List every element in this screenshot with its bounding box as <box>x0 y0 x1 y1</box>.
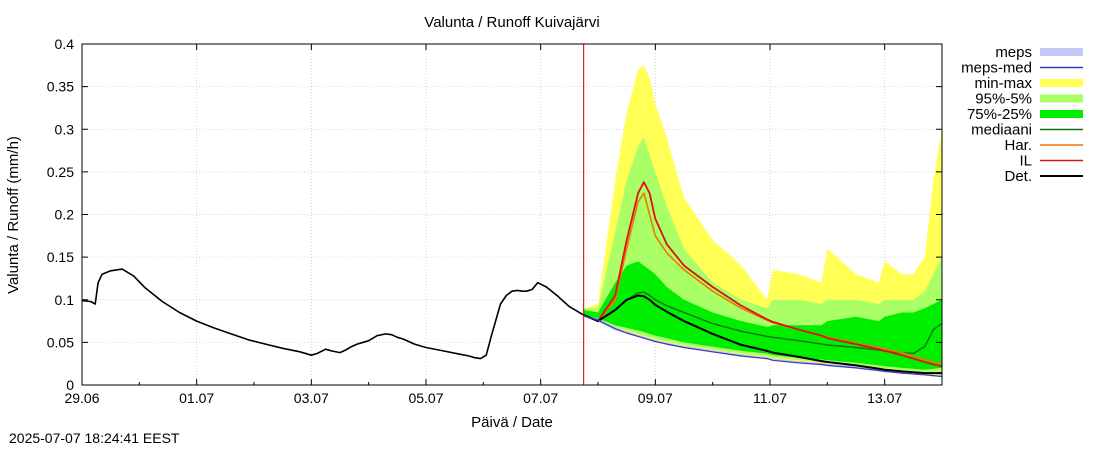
legend-label-har: Har. <box>1004 137 1032 154</box>
x-tick-label-1: 01.07 <box>179 390 214 406</box>
line-meps_med <box>583 315 943 378</box>
y-tick-label-7: 0.35 <box>47 79 74 95</box>
x-tick-label-2: 03.07 <box>294 390 329 406</box>
x-tick-label-4: 07.07 <box>523 390 558 406</box>
y-tick-label-4: 0.2 <box>55 207 75 223</box>
legend-swatch-p75_25 <box>1040 110 1083 118</box>
legend-swatch-meps <box>1040 48 1083 56</box>
y-tick-label-3: 0.15 <box>47 249 74 265</box>
y-tick-label-2: 0.1 <box>55 292 75 308</box>
chart-title: Valunta / Runoff Kuivajärvi <box>424 14 599 31</box>
y-tick-label-6: 0.3 <box>55 121 75 137</box>
legend-label-min_max: min-max <box>974 75 1032 92</box>
legend-label-p95_5: 95%-5% <box>975 91 1032 108</box>
legend-label-il: IL <box>1019 153 1032 170</box>
y-tick-label-0: 0 <box>66 377 74 393</box>
line-il <box>583 181 943 368</box>
line-det <box>583 294 942 375</box>
y-tick-label-1: 0.05 <box>47 334 74 350</box>
y-tick-label-5: 0.25 <box>47 164 74 180</box>
x-tick-label-0: 29.06 <box>64 390 99 406</box>
grid <box>82 44 942 385</box>
axes: 0 0.05 0.1 0.15 0.2 0.25 0.3 0.35 0.4 29.06 01.07 0… <box>47 36 943 406</box>
legend-swatch-min_max <box>1040 79 1083 87</box>
timestamp: 2025-07-07 18:24:41 EEST <box>9 430 180 446</box>
legend-label-p75_25: 75%-25% <box>967 106 1032 123</box>
legend-label-mediaani: mediaani <box>971 122 1032 139</box>
series-layer <box>81 44 943 385</box>
x-axis-label: Päivä / Date <box>471 414 553 431</box>
y-tick-label-8: 0.4 <box>55 36 75 52</box>
legend-label-det: Det. <box>1004 168 1032 185</box>
line-observed <box>81 268 585 360</box>
legend: mepsmeps-medmin-max95%-5%75%-25%mediaani… <box>961 44 1083 185</box>
legend-label-meps: meps <box>995 44 1032 61</box>
x-tick-label-6: 11.07 <box>753 390 787 406</box>
y-axis-label: Valunta / Runoff (mm/h) <box>5 136 22 294</box>
x-tick-label-5: 09.07 <box>638 390 673 406</box>
x-tick-label-7: 13.07 <box>867 390 902 406</box>
x-tick-label-3: 05.07 <box>408 390 443 406</box>
legend-swatch-p95_5 <box>1040 94 1083 103</box>
legend-label-meps_med: meps-med <box>961 60 1032 77</box>
